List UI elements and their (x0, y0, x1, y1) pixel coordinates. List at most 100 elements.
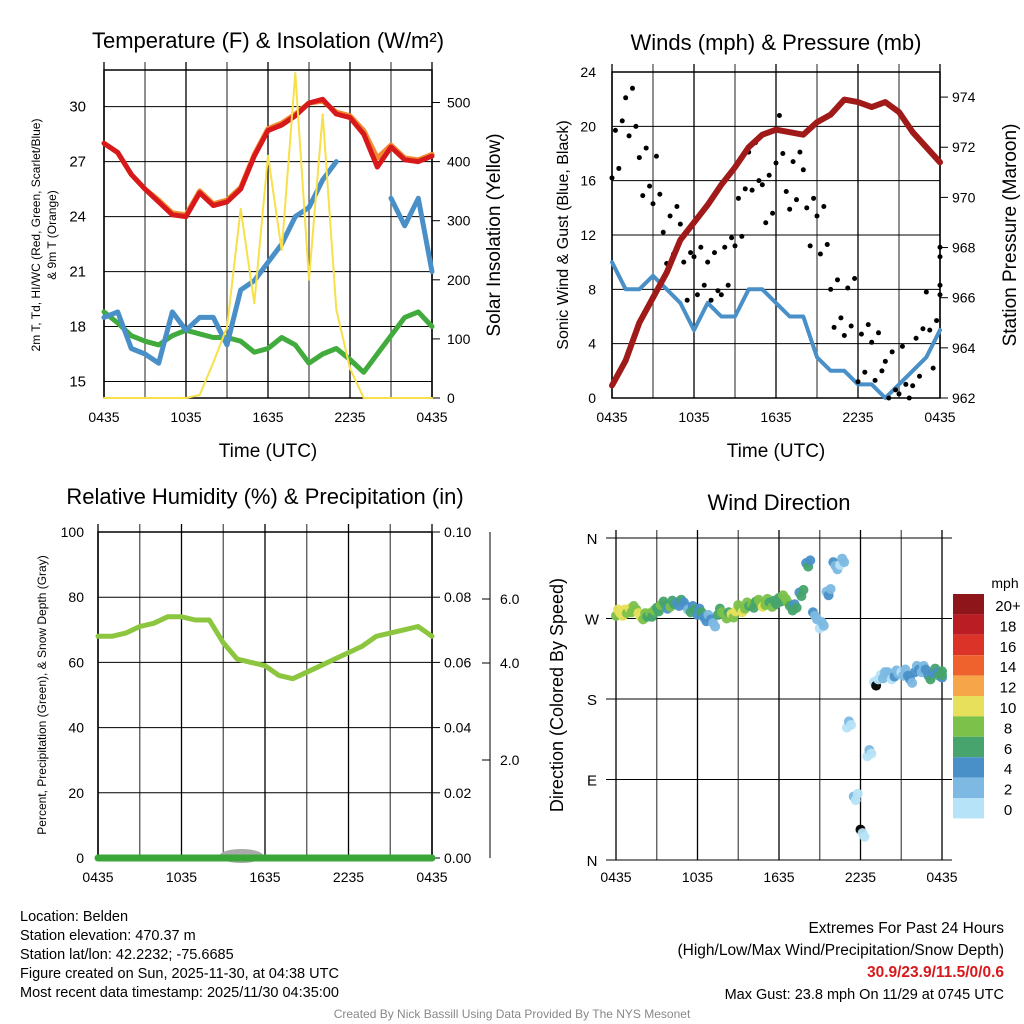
y2-tick-label: 0.00 (444, 850, 471, 866)
series-rh (95, 614, 435, 682)
gust-point (937, 254, 943, 260)
x-tick-label: 0435 (88, 409, 119, 425)
gust-point (937, 282, 943, 288)
x-axis-label: Time (UTC) (727, 441, 826, 462)
y2-tick-label: 500 (447, 95, 471, 111)
direction-point (805, 555, 816, 566)
gust-point (783, 189, 789, 195)
gust-point (869, 339, 875, 345)
gust-point (694, 292, 700, 298)
x-tick-label: 0435 (596, 409, 627, 425)
gust-point (872, 377, 878, 383)
gust-point (835, 277, 840, 283)
x-tick-label: 1635 (763, 869, 794, 885)
gust-point (906, 395, 912, 401)
gust-point (729, 235, 735, 241)
y-tick-label: 8 (588, 281, 596, 297)
series-wind (610, 260, 942, 400)
y2-tick-label: 300 (447, 213, 471, 229)
colorbar-swatch (953, 757, 984, 778)
gust-point (616, 165, 622, 171)
y-tick-label: 21 (69, 264, 86, 281)
gust-point (763, 220, 769, 226)
gust-point (848, 323, 854, 329)
station-info: Location: Belden Station elevation: 470.… (20, 908, 339, 1003)
gust-point (804, 205, 810, 211)
gust-point (759, 182, 765, 188)
gust-point (828, 286, 834, 292)
y2-tick-label: 0.06 (444, 654, 471, 670)
extremes-subtitle: (High/Low/Max Wind/Precipitation/Snow De… (677, 942, 1005, 959)
colorbar-swatch (953, 594, 984, 615)
colorbar-label: 20+ (995, 598, 1021, 615)
colorbar-label: 6 (1004, 741, 1012, 758)
series-solar (103, 72, 433, 399)
gust-point (886, 395, 892, 401)
y-tick-label: 16 (580, 173, 596, 189)
gust-point (739, 233, 745, 239)
y2-tick-label: 100 (447, 331, 471, 347)
y-tick-label: 40 (68, 720, 84, 736)
gust-point (623, 95, 629, 101)
gust-point (937, 244, 943, 250)
direction-point (818, 620, 829, 631)
gust-point (653, 153, 659, 159)
y2-tick-label: 0 (447, 390, 455, 406)
gust-point (910, 383, 916, 389)
gust-point (712, 250, 717, 256)
x-tick-label: 1035 (678, 409, 709, 425)
y-axis-label: 2m T, Td, HI/WC (Red, Green, Scarlet/Blu… (29, 119, 43, 352)
gust-point (698, 244, 704, 250)
gust-point (718, 292, 724, 298)
x-tick-label: 1635 (252, 409, 283, 425)
figure-created: Figure created on Sun, 2025-11-30, at 04… (20, 966, 339, 982)
x-axis-label: Time (UTC) (219, 441, 318, 462)
colorbar-swatch (953, 716, 984, 737)
y-tick-label: 0 (76, 850, 84, 866)
extremes-values: 30.9/23.9/11.5/0/0.6 (866, 964, 1004, 981)
y2-tick-label: 966 (952, 290, 976, 306)
y2-tick-label: 200 (447, 272, 471, 288)
gust-point (612, 127, 618, 133)
direction-point (852, 788, 863, 799)
snow-tick-label: 6.0 (500, 591, 520, 607)
gust-point (841, 333, 847, 339)
colorbar-swatch (953, 634, 984, 656)
gust-point (619, 118, 625, 124)
y-tick-label: 20 (68, 785, 84, 801)
direction-point (859, 831, 870, 842)
direction-point (798, 584, 809, 595)
colorbar-label: 4 (1004, 761, 1012, 778)
gust-point (923, 289, 929, 295)
gust-point (814, 213, 820, 219)
y-axis-label: Percent, Precipitation (Green), & Snow D… (35, 555, 49, 834)
gust-point (811, 195, 817, 201)
gust-point (937, 292, 943, 298)
colorbar-swatch (953, 696, 984, 717)
colorbar-label: 8 (1004, 720, 1012, 737)
y-tick-label: 15 (69, 374, 86, 391)
gust-point (674, 203, 680, 209)
x-tick-label: 1635 (760, 409, 791, 425)
gust-point (701, 282, 707, 288)
gust-point (660, 229, 666, 235)
y-tick-label: 18 (69, 319, 86, 336)
colorbar-label: 12 (1000, 680, 1017, 697)
y-tick-label: 27 (69, 154, 86, 171)
gust-point (882, 358, 888, 364)
gust-point (927, 327, 933, 333)
y2-tick-label: 0.10 (444, 524, 471, 540)
gust-point (647, 183, 653, 189)
direction-point (825, 583, 836, 594)
y-tick-label: S (587, 692, 597, 709)
gust-point (930, 365, 936, 371)
gust-point (831, 324, 837, 330)
snow-tick-label: 2.0 (500, 752, 520, 768)
gust-point (650, 201, 656, 207)
gust-point (715, 288, 721, 294)
y-tick-label: 20 (580, 118, 596, 134)
series-pressure (609, 96, 943, 389)
gust-point (766, 172, 772, 178)
y-tick-label: 0 (588, 390, 596, 406)
